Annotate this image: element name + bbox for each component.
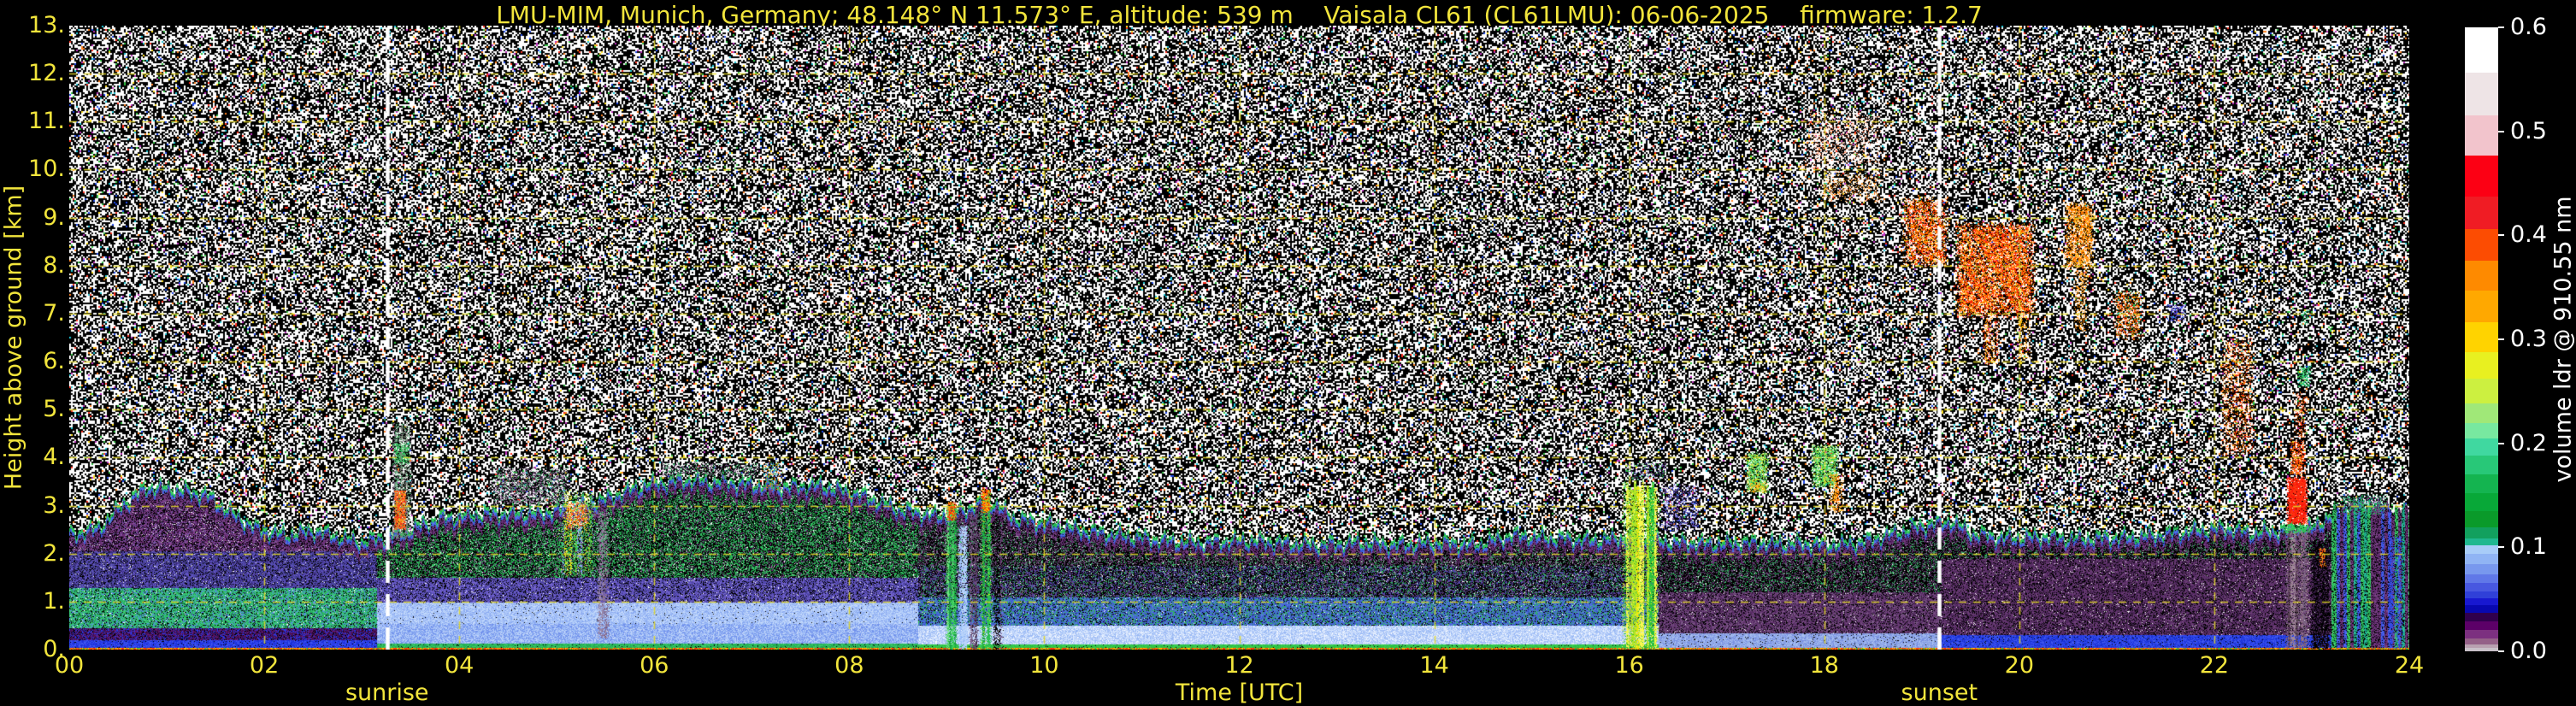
colorbar-segment — [2465, 474, 2498, 493]
y-tick-label: 10. — [28, 156, 65, 183]
colorbar-segment — [2465, 291, 2498, 322]
y-tick-label: 7. — [43, 299, 65, 327]
colorbar-segment — [2465, 574, 2498, 583]
colorbar-tick-label: 0.3 — [2510, 326, 2547, 352]
y-tick-label: 0. — [43, 636, 65, 662]
colorbar-segment — [2465, 228, 2498, 261]
colorbar-tick — [2498, 338, 2504, 340]
colorbar-segment — [2465, 647, 2498, 651]
colorbar-segment — [2465, 455, 2498, 474]
x-tick-label: 12 — [1224, 652, 1254, 679]
colorbar-segment — [2465, 155, 2498, 197]
x-tick-label: 08 — [834, 652, 864, 679]
colorbar-segment — [2465, 538, 2498, 545]
colorbar-segment — [2465, 72, 2498, 115]
colorbar-segment — [2465, 629, 2498, 638]
x-tick-label: 14 — [1419, 652, 1449, 679]
y-tick-label: 8. — [43, 251, 65, 279]
colorbar-segment — [2465, 553, 2498, 564]
plot-canvas — [69, 26, 2409, 650]
colorbar-tick-label: 0.0 — [2510, 638, 2547, 664]
colorbar-tick-label: 0.6 — [2510, 14, 2547, 40]
colorbar-tick-label: 0.2 — [2510, 429, 2547, 456]
x-tick-label: 10 — [1029, 652, 1059, 679]
x-tick-label: 24 — [2394, 652, 2425, 679]
colorbar — [2465, 27, 2498, 651]
colorbar-segment — [2465, 621, 2498, 630]
y-tick-label: 2. — [43, 539, 65, 567]
colorbar-segment — [2465, 597, 2498, 605]
colorbar-tick — [2498, 442, 2504, 444]
y-tick-label: 9. — [43, 203, 65, 231]
y-tick-label: 6. — [43, 348, 65, 375]
y-tick-label: 1. — [43, 587, 65, 615]
x-tick-label: 04 — [444, 652, 475, 679]
colorbar-segment — [2465, 510, 2498, 527]
colorbar-segment — [2465, 378, 2498, 403]
colorbar-segment — [2465, 591, 2498, 598]
y-tick-label: 4. — [43, 444, 65, 471]
sunset-label: sunset — [1901, 680, 1978, 706]
plot-title: LMU-MIM, Munich, Germany; 48.148° N 11.5… — [496, 1, 1983, 29]
x-tick-label: 16 — [1614, 652, 1644, 679]
colorbar-segment — [2465, 321, 2498, 352]
colorbar-tick — [2498, 26, 2504, 28]
colorbar-segment — [2465, 527, 2498, 538]
colorbar-segment — [2465, 582, 2498, 591]
colorbar-tick — [2498, 546, 2504, 549]
colorbar-segment — [2465, 563, 2498, 574]
y-tick-label: 3. — [43, 491, 65, 519]
x-tick-label: 00 — [54, 652, 85, 679]
y-tick-label: 12. — [28, 60, 65, 87]
colorbar-tick — [2498, 234, 2504, 237]
colorbar-segment — [2465, 492, 2498, 511]
colorbar-segment — [2465, 612, 2498, 621]
colorbar-segment — [2465, 196, 2498, 229]
colorbar-segment — [2465, 115, 2498, 156]
x-tick-label: 18 — [1809, 652, 1839, 679]
y-tick-label: 13. — [28, 12, 65, 38]
colorbar-segment — [2465, 27, 2498, 73]
colorbar-segment — [2465, 422, 2498, 438]
colorbar-segment — [2465, 644, 2498, 648]
y-tick-label: 5. — [43, 396, 65, 423]
colorbar-segment — [2465, 544, 2498, 554]
colorbar-tick — [2498, 650, 2504, 652]
x-tick-label: 22 — [2199, 652, 2230, 679]
sunrise-label: sunrise — [345, 680, 429, 706]
colorbar-segment — [2465, 638, 2498, 644]
colorbar-tick-label: 0.1 — [2510, 533, 2547, 561]
colorbar-segment — [2465, 351, 2498, 379]
x-tick-label: 06 — [640, 652, 669, 679]
colorbar-segment — [2465, 438, 2498, 456]
x-axis-label: Time [UTC] — [1175, 680, 1304, 706]
colorbar-segment — [2465, 403, 2498, 423]
colorbar-segment — [2465, 604, 2498, 613]
colorbar-tick-label: 0.4 — [2510, 221, 2547, 249]
x-tick-label: 20 — [2004, 652, 2035, 679]
colorbar-label: volume ldr @ 910.55 nm — [2549, 196, 2576, 483]
x-tick-label: 02 — [249, 652, 280, 679]
colorbar-segment — [2465, 260, 2498, 291]
y-tick-label: 11. — [28, 108, 65, 135]
colorbar-tick-label: 0.5 — [2510, 117, 2547, 144]
colorbar-tick — [2498, 130, 2504, 132]
